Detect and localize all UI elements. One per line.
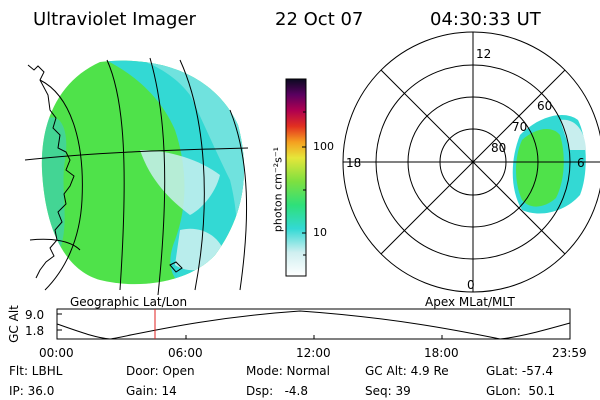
colorbar-tick-10: 10 <box>313 226 327 239</box>
mlt-label-18: 18 <box>346 156 362 170</box>
altitude-ytick-min: 1.8 <box>25 324 45 338</box>
mlat-label-60: 60 <box>537 99 553 113</box>
mlat-label-80: 80 <box>491 141 507 155</box>
observation-date: 22 Oct 07 <box>275 9 364 30</box>
time-tick-1800: 18:00 <box>424 346 459 360</box>
info-seq: Seq: 39 <box>365 384 411 398</box>
mlt-label-0: 0 <box>467 278 475 292</box>
orbit-altitude-plot <box>56 308 571 340</box>
mlat-label-70: 70 <box>512 120 528 134</box>
info-glon: GLon: 50.1 <box>486 384 556 398</box>
geographic-map-panel <box>24 57 249 296</box>
mlt-label-12: 12 <box>476 47 492 61</box>
observation-time: 04:30:33 UT <box>430 9 541 30</box>
time-tick-2359: 23:59 <box>552 346 587 360</box>
instrument-title: Ultraviolet Imager <box>33 9 196 30</box>
polar-aurora-green <box>516 128 564 207</box>
altitude-ytick-max: 9.0 <box>25 308 45 322</box>
polar-plot-panel <box>342 31 600 293</box>
polar-caption: Apex MLat/MLT <box>425 295 515 309</box>
time-tick-1200: 12:00 <box>296 346 331 360</box>
geographic-caption: Geographic Lat/Lon <box>70 295 188 309</box>
info-gain: Gain: 14 <box>126 384 177 398</box>
altitude-curve <box>56 310 571 340</box>
colorbar-tick-100: 100 <box>313 140 334 153</box>
mlt-label-6: 6 <box>577 156 585 170</box>
altitude-ylabel: GC Alt <box>7 305 21 343</box>
intensity-colorbar <box>285 78 307 277</box>
info-mode: Mode: Normal <box>246 364 330 378</box>
info-dsp: Dsp: -4.8 <box>246 384 309 398</box>
coastline <box>27 64 75 279</box>
time-tick-0000: 00:00 <box>39 346 74 360</box>
info-glat: GLat: -57.4 <box>486 364 553 378</box>
info-door: Door: Open <box>126 364 195 378</box>
colorbar-unit-label: photon cm⁻²s⁻¹ <box>271 146 285 233</box>
time-tick-0600: 06:00 <box>168 346 203 360</box>
info-gc-alt: GC Alt: 4.9 Re <box>365 364 449 378</box>
info-flt: Flt: LBHL <box>9 364 63 378</box>
info-ip: IP: 36.0 <box>9 384 55 398</box>
